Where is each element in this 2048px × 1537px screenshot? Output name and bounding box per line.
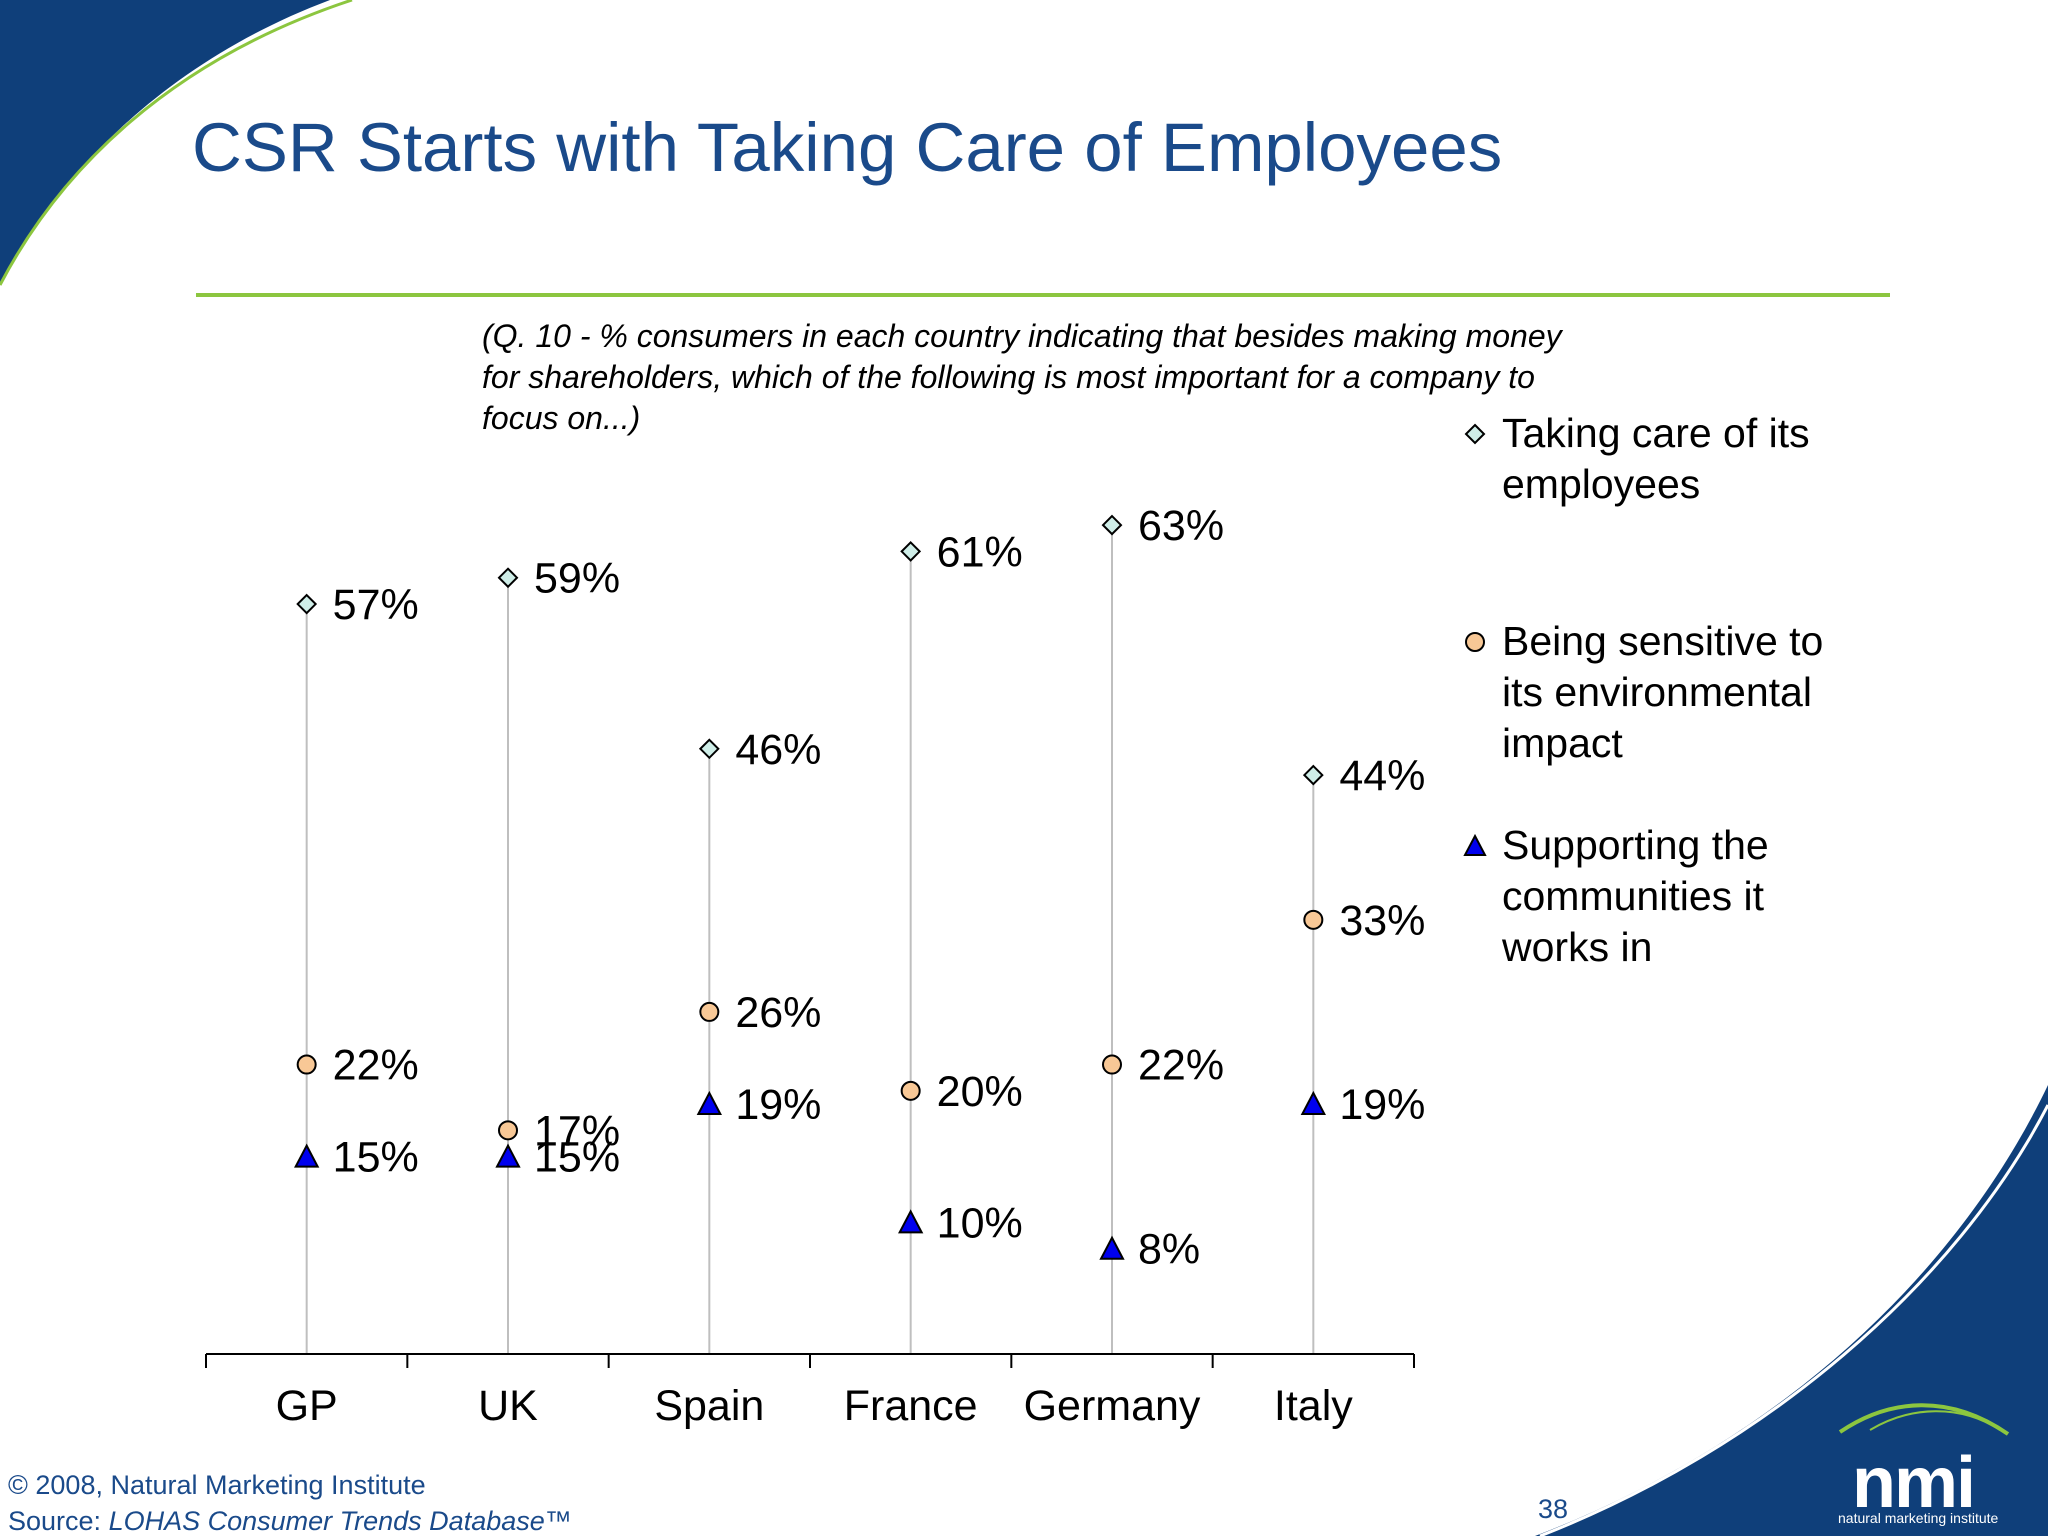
- point-triangle: [1099, 1235, 1125, 1260]
- data-label: 44%: [1339, 752, 1425, 800]
- data-label: 26%: [735, 989, 821, 1037]
- point-circle: [699, 1001, 720, 1022]
- question-note: (Q. 10 - % consumers in each country ind…: [482, 318, 1562, 436]
- x-tick-label: GP: [276, 1382, 338, 1430]
- point-triangle: [495, 1143, 521, 1168]
- data-label: 59%: [534, 555, 620, 603]
- legend-label: Being sensitive to its environmental imp…: [1502, 618, 1824, 766]
- data-label: 8%: [1138, 1226, 1200, 1274]
- top-left-swoosh: [0, 0, 353, 286]
- point-diamond: [1101, 514, 1123, 536]
- data-label: 57%: [333, 581, 419, 629]
- bottom-right-corner-shape: [1535, 1085, 2048, 1536]
- data-label: 46%: [735, 726, 821, 774]
- circle-marker-icon: [1465, 632, 1485, 652]
- logo-swoosh-icon: [1838, 1403, 2010, 1436]
- nmi-logo: nmi natural marketing institute: [1830, 1390, 2048, 1536]
- point-triangle: [294, 1143, 320, 1168]
- data-label: 33%: [1339, 897, 1425, 945]
- logo-wordmark: nmi: [1852, 1443, 1976, 1523]
- top-left-corner-shape: [0, 0, 330, 285]
- point-diamond: [497, 567, 519, 589]
- point-circle: [296, 1054, 317, 1075]
- source-prefix: Source:: [8, 1506, 109, 1536]
- title-divider: [196, 293, 1890, 297]
- x-tick-label: Italy: [1274, 1382, 1353, 1430]
- legend-label: Supporting the communities it works in: [1502, 822, 1769, 970]
- data-label: 10%: [937, 1199, 1023, 1247]
- bottom-right-swoosh: [1539, 1104, 2048, 1536]
- point-diamond: [698, 738, 720, 760]
- point-triangle: [898, 1209, 924, 1234]
- source-name: LOHAS Consumer Trends Database™: [108, 1506, 572, 1536]
- data-label: 19%: [735, 1081, 821, 1129]
- x-tick-label: Spain: [654, 1382, 764, 1430]
- x-tick-label: Germany: [1024, 1382, 1201, 1430]
- point-diamond: [296, 593, 318, 615]
- slide-title: CSR Starts with Taking Care of Employees: [192, 109, 1503, 186]
- data-label: 63%: [1138, 502, 1224, 550]
- legend-label: Taking care of its employees: [1502, 410, 1810, 507]
- point-diamond: [1302, 764, 1324, 786]
- data-label: 22%: [333, 1042, 419, 1090]
- point-circle: [498, 1120, 518, 1141]
- point-diamond: [900, 541, 922, 562]
- x-tick-label: UK: [478, 1382, 538, 1430]
- point-triangle: [696, 1090, 722, 1116]
- data-label: 17%: [534, 1107, 620, 1155]
- page-number: 38: [1538, 1494, 1569, 1524]
- copyright-text: © 2008, Natural Marketing Institute: [8, 1470, 426, 1500]
- point-circle: [1102, 1054, 1122, 1075]
- point-circle: [1303, 909, 1324, 930]
- triangle-marker-icon: [1463, 833, 1487, 856]
- data-label: 22%: [1138, 1042, 1224, 1090]
- logo-subtext: natural marketing institute: [1838, 1510, 1999, 1526]
- x-tick-label: France: [844, 1382, 978, 1430]
- data-label: 15%: [333, 1134, 419, 1182]
- data-label: 20%: [937, 1068, 1023, 1116]
- point-triangle: [1300, 1090, 1326, 1116]
- point-circle: [900, 1080, 921, 1101]
- diamond-marker-icon: [1464, 423, 1486, 445]
- data-label: 19%: [1339, 1081, 1425, 1129]
- data-label: 61%: [937, 528, 1023, 576]
- source-line: Source: LOHAS Consumer Trends Database™: [8, 1506, 572, 1537]
- data-label: 15%: [534, 1134, 620, 1182]
